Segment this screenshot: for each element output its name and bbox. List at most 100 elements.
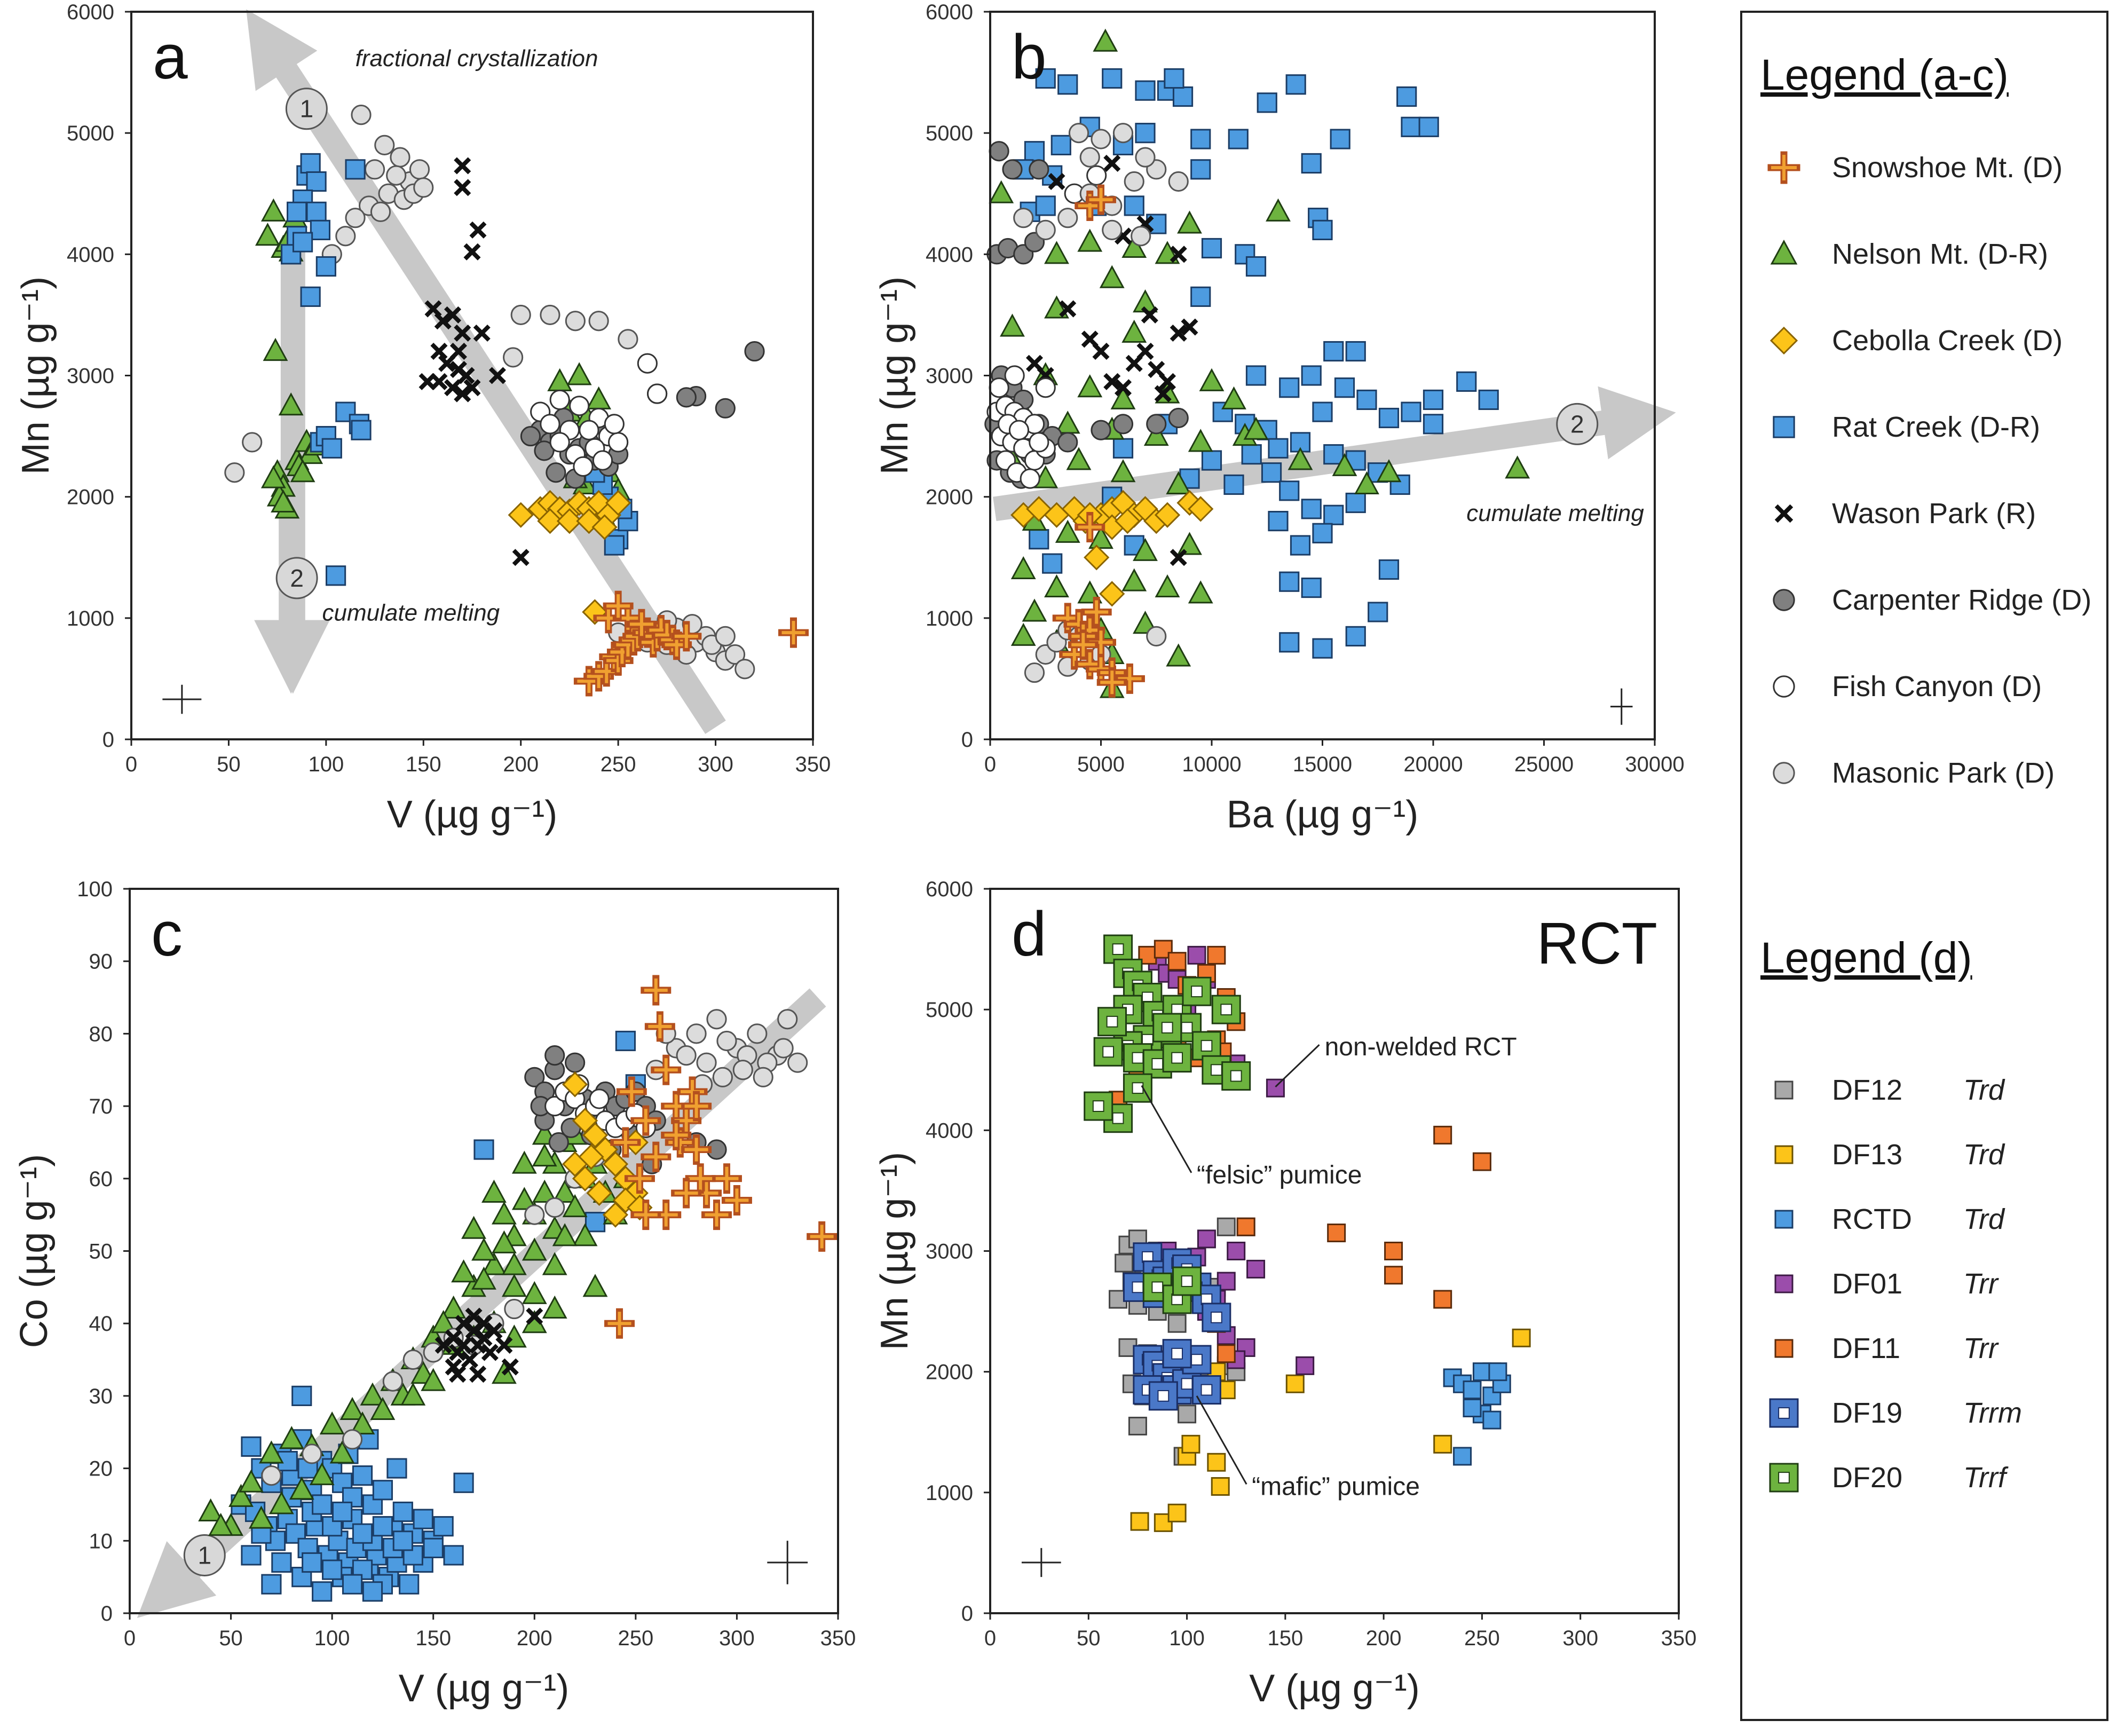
point-d-DF20-16 bbox=[1211, 995, 1241, 1024]
point-b-rat-0 bbox=[1035, 68, 1056, 89]
point-b-wason-4 bbox=[1092, 343, 1110, 360]
xtick-label-c-300: 300 bbox=[719, 1627, 755, 1650]
xtick-label-d-150: 150 bbox=[1267, 1627, 1303, 1650]
point-a-wason-2 bbox=[469, 221, 487, 239]
point-d-RCTD-3 bbox=[1472, 1362, 1491, 1382]
point-c-masonic-19 bbox=[747, 1023, 768, 1044]
arrow-number-text-c-0: 1 bbox=[198, 1541, 211, 1569]
legend-d-label-DF12: DF12 bbox=[1832, 1074, 1902, 1106]
xtick-label-c-250: 250 bbox=[618, 1627, 653, 1650]
point-c-rat-61 bbox=[332, 1501, 353, 1522]
point-c-snowshoe-21 bbox=[616, 1076, 647, 1107]
xtick-label-c-350: 350 bbox=[820, 1627, 856, 1650]
point-b-cebolla-18 bbox=[1188, 496, 1214, 522]
point-b-rat-40 bbox=[1356, 389, 1377, 411]
series-a-fish bbox=[530, 353, 668, 477]
point-a-masonic-11 bbox=[345, 208, 366, 228]
point-a-rat-11 bbox=[300, 286, 321, 307]
xtick-label-d-50: 50 bbox=[1077, 1627, 1101, 1650]
yaxis-title-d: Mn (µg g⁻¹) bbox=[873, 1152, 916, 1351]
point-d-DF13-9 bbox=[1285, 1374, 1305, 1393]
point-a-masonic-20 bbox=[565, 311, 586, 332]
legend-ac-label-wason: Wason Park (R) bbox=[1832, 498, 2036, 530]
point-a-masonic-30 bbox=[734, 659, 755, 680]
ytick-label-a-5000: 5000 bbox=[67, 122, 114, 145]
point-c-rat-68 bbox=[322, 1559, 343, 1580]
series-b-snowshoe bbox=[1052, 184, 1145, 698]
point-b-rat-3 bbox=[1135, 80, 1156, 101]
legend-d-item-DF20: DF20 Trrf bbox=[1769, 1462, 2009, 1494]
legend-d-marker-DF20 bbox=[1769, 1463, 1799, 1493]
point-a-rat-23 bbox=[604, 535, 625, 556]
point-c-nelson-40 bbox=[329, 1440, 355, 1464]
point-a-wason-7 bbox=[454, 324, 471, 342]
point-b-snowshoe-15 bbox=[1068, 629, 1099, 660]
ytick-label-d-3000: 3000 bbox=[926, 1240, 973, 1264]
point-c-wason-13 bbox=[435, 1336, 452, 1354]
point-b-rat-35 bbox=[1245, 365, 1267, 386]
xtick-label-a-0: 0 bbox=[125, 753, 137, 776]
point-c-nelson-55 bbox=[421, 1368, 446, 1391]
point-b-nelson-23 bbox=[1188, 429, 1213, 452]
point-b-rat-63 bbox=[1268, 511, 1289, 532]
point-a-wason-3 bbox=[463, 243, 481, 261]
legend-d-code-DF19: Trrm bbox=[1963, 1397, 2022, 1429]
point-b-carpenter-23 bbox=[1168, 407, 1189, 429]
point-c-nelson-44 bbox=[249, 1505, 274, 1529]
ytick-label-b-1000: 1000 bbox=[926, 607, 973, 630]
point-d-DF12-13 bbox=[1167, 1314, 1187, 1333]
point-b-nelson-55 bbox=[1376, 459, 1402, 483]
xtick-label-b-20000: 20000 bbox=[1403, 753, 1463, 776]
point-b-rat-20 bbox=[1024, 141, 1045, 162]
ytick-label-b-3000: 3000 bbox=[926, 365, 973, 388]
point-c-snowshoe-15 bbox=[630, 1200, 661, 1230]
point-b-cebolla-15 bbox=[1115, 508, 1141, 534]
point-c-nelson-53 bbox=[461, 1216, 486, 1239]
point-b-rat-11 bbox=[1418, 116, 1439, 137]
panel-b: 2 0 5000 10000 15000 20000 25000 30000 0 1000 2000… bbox=[873, 1, 1685, 836]
point-a-masonic-38 bbox=[715, 626, 736, 647]
point-b-rat-26 bbox=[1124, 195, 1144, 216]
point-d-DF19-19 bbox=[1148, 1381, 1178, 1411]
legend-d-label-DF13: DF13 bbox=[1832, 1139, 1902, 1171]
legend-d-items: DF12 Trd DF13 Trd RCTD Trd DF01 Trr DF11 Trr DF19 T… bbox=[1769, 1074, 2022, 1494]
point-c-rat-60 bbox=[312, 1494, 333, 1515]
point-b-rat-13 bbox=[1301, 153, 1322, 174]
point-d-DF01-11 bbox=[1197, 1229, 1216, 1249]
legend-ac-label-fish: Fish Canyon (D) bbox=[1832, 670, 2042, 703]
arrow-number-a-0: 1 bbox=[285, 88, 328, 130]
point-a-masonic-14 bbox=[413, 177, 434, 198]
point-b-carpenter-2 bbox=[1029, 159, 1049, 180]
legend-frame bbox=[1740, 11, 2108, 1721]
series-c-snowshoe bbox=[604, 975, 838, 1339]
ytick-label-a-1000: 1000 bbox=[67, 607, 114, 630]
point-b-cebolla-11 bbox=[1154, 502, 1181, 528]
point-b-rat-74 bbox=[1423, 414, 1444, 435]
point-b-nelson-18 bbox=[1221, 386, 1246, 409]
point-b-carpenter-1 bbox=[1002, 159, 1023, 180]
point-a-wason-15 bbox=[454, 385, 471, 403]
legend-ac-item-snowshoe: Snowshoe Mt. (D) bbox=[1767, 151, 2063, 184]
legend-ac-item-cebolla: Cebolla Creek (D) bbox=[1770, 325, 2063, 357]
legend-d-label-RCTD: RCTD bbox=[1832, 1203, 1912, 1235]
point-b-masonic-4 bbox=[1168, 171, 1189, 192]
legend-ac-marker-rat bbox=[1773, 416, 1795, 438]
point-a-cebolla-0 bbox=[508, 502, 534, 528]
xtick-label-a-300: 300 bbox=[698, 753, 733, 776]
ytick-label-c-100: 100 bbox=[77, 878, 113, 901]
point-d-DF19-7 bbox=[1202, 1303, 1231, 1332]
point-b-nelson-34 bbox=[1177, 532, 1202, 555]
point-c-masonic-16 bbox=[686, 1023, 707, 1044]
point-c-nelson-46 bbox=[562, 1194, 588, 1218]
point-a-wason-20 bbox=[512, 549, 530, 566]
point-b-fish-20 bbox=[1086, 165, 1107, 186]
xtick-label-c-0: 0 bbox=[124, 1627, 136, 1650]
point-b-rat-19 bbox=[1050, 135, 1071, 155]
ytick-label-b-5000: 5000 bbox=[926, 122, 973, 145]
point-c-masonic-22 bbox=[676, 1045, 697, 1066]
legend-d-marker-DF19 bbox=[1769, 1398, 1799, 1428]
point-a-rat-18 bbox=[321, 438, 342, 459]
xtick-label-b-0: 0 bbox=[984, 753, 996, 776]
legend-d-item-DF13: DF13 Trd bbox=[1774, 1139, 2005, 1171]
point-a-nelson-0 bbox=[260, 198, 286, 222]
